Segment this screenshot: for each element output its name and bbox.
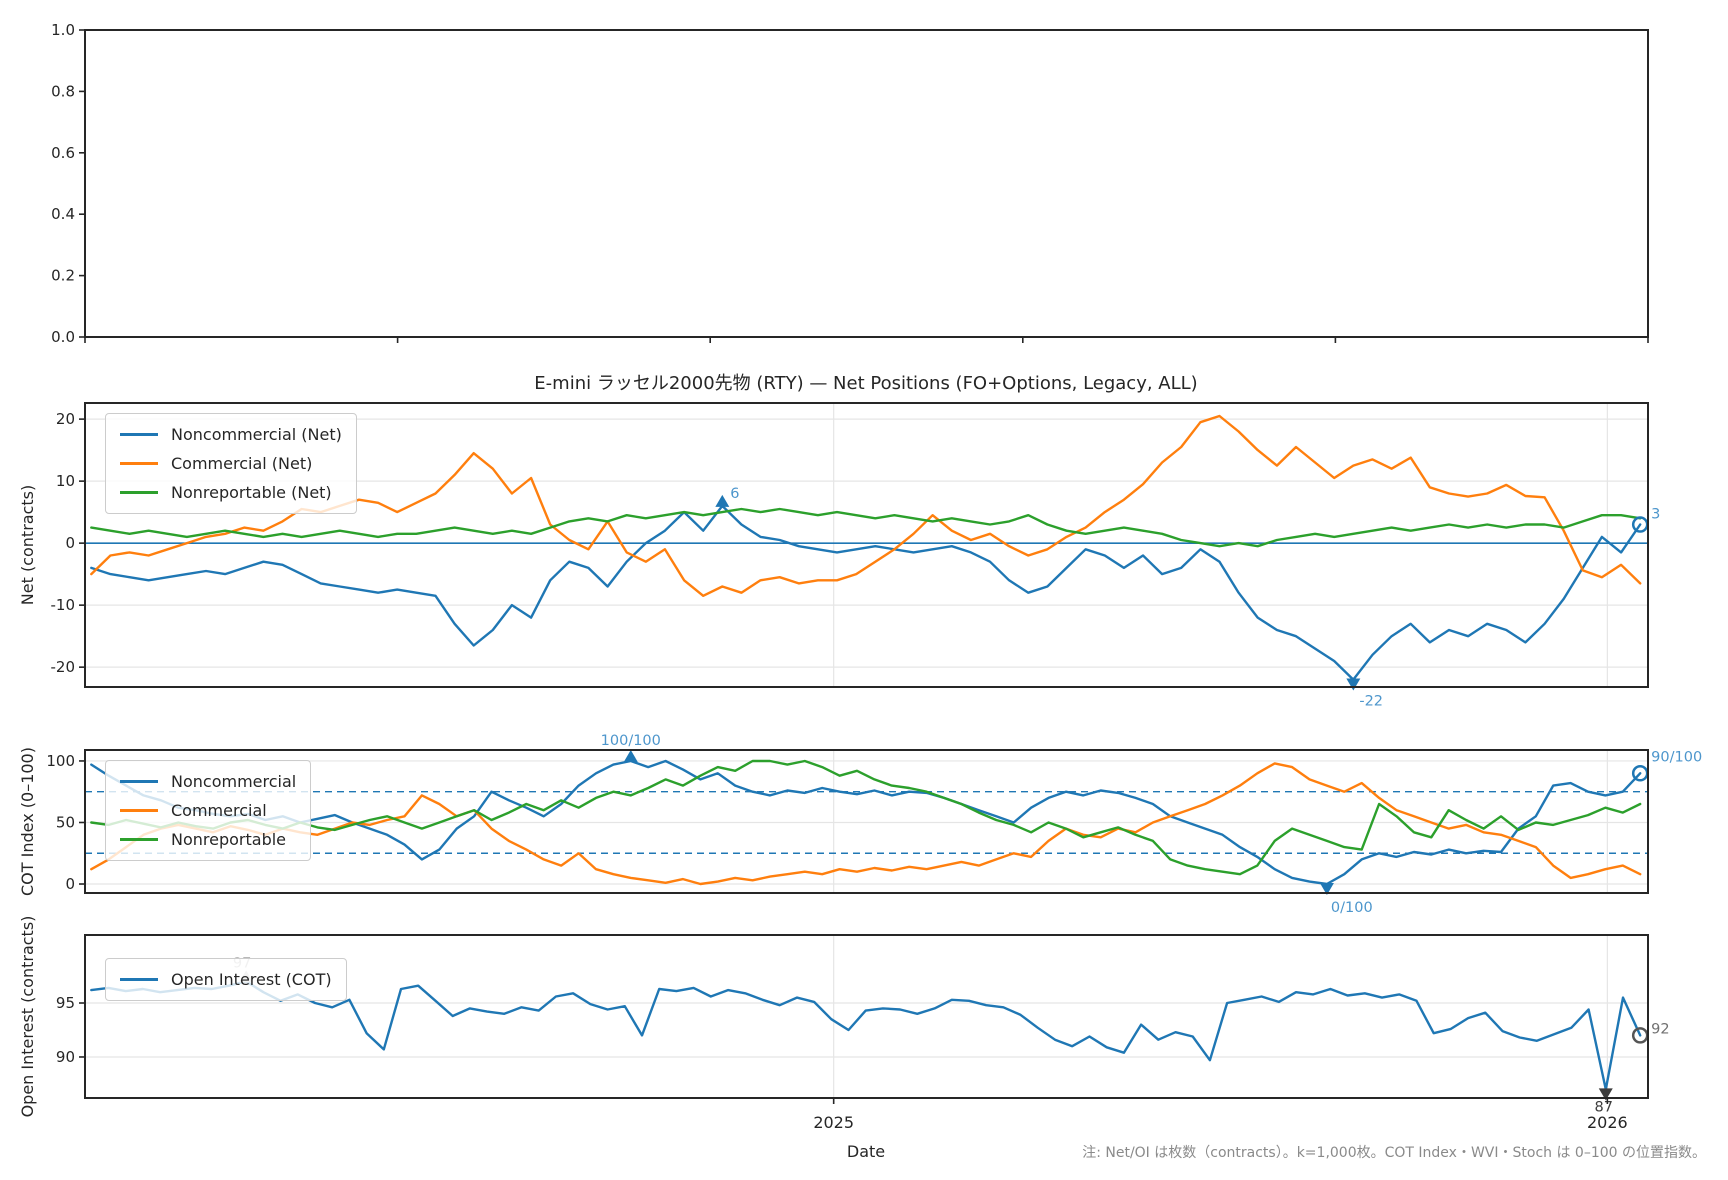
marker-down-87 [1598,1088,1613,1101]
series-line-nonreportable-net- [90,507,1642,548]
legend-item: Nonreportable [120,825,296,854]
x-tick-label: 2026 [1587,1113,1628,1132]
legend-item: Commercial (Net) [120,449,342,478]
y-tick-label: 1.0 [51,21,75,39]
annotation-6: 6 [730,486,739,502]
legend-net: Noncommercial (Net) Commercial (Net) Nonre… [105,413,357,514]
marker-down--22 [1346,678,1361,691]
y-tick-label: 10 [56,472,75,490]
legend-line-swatch [120,978,158,981]
series-line-nonreportable [90,759,1642,876]
legend-item: Open Interest (COT) [120,965,332,994]
y-tick-label: 0.2 [51,267,75,285]
y-tick-label: 0.6 [51,144,75,162]
legend-item-label: Nonreportable [171,830,287,849]
y-tick-label: 0 [65,534,75,552]
y-tick-label: 50 [56,813,75,831]
annotation--22: -22 [1359,694,1383,710]
y-axis-label: Net (contracts) [18,485,37,605]
panel-frame [84,934,1649,1099]
legend-item: Noncommercial [120,767,296,796]
legend-item: Noncommercial (Net) [120,420,342,449]
y-tick-label: 0 [65,875,75,893]
legend-line-swatch [120,809,158,812]
series-line-noncommercial [90,759,1642,886]
y-tick-label: 100 [46,752,75,770]
legend-item-label: Commercial [171,801,267,820]
annotation-0/100: 0/100 [1331,900,1373,916]
annotation-90/100: 90/100 [1651,749,1702,765]
marker-up-6 [715,494,730,507]
legend-item-label: Open Interest (COT) [171,970,332,989]
panel-frame [84,402,1649,688]
panel-frame [84,749,1649,894]
annotation-87: 87 [1595,1099,1613,1115]
annotation-100/100: 100/100 [601,733,661,749]
y-tick-label: 0.0 [51,328,75,346]
y-tick-label: -20 [51,658,76,676]
chart-title: E-mini ラッセル2000先物 (RTY) — Net Positions … [534,373,1198,394]
y-tick-label: 90 [56,1048,75,1066]
annotation-3: 3 [1651,507,1660,523]
footnote: 注: Net/OI は枚数（contracts）。k=1,000枚。COT In… [1082,1145,1706,1161]
series-line-noncommercial-net- [90,504,1642,681]
x-axis-label: Date [846,1142,886,1161]
y-tick-label: -10 [51,596,76,614]
series-line-open-interest-cot- [90,980,1642,1091]
series-line-commercial [90,762,1642,886]
panel-frame [84,29,1649,338]
y-axis-label: COT Index (0–100) [18,747,37,896]
legend-item-label: Commercial (Net) [171,454,313,473]
legend-open-interest: Open Interest (COT) [105,958,347,1001]
legend-item: Nonreportable (Net) [120,478,342,507]
y-axis-label: Open Interest (contracts) [18,916,37,1118]
y-tick-label: 0.4 [51,205,75,223]
annotation-92: 92 [1651,1021,1669,1037]
x-tick-label: 2025 [813,1113,854,1132]
legend-item: Commercial [120,796,296,825]
marker-up-100/100 [623,749,638,762]
legend-line-swatch [120,433,158,436]
y-tick-label: 95 [56,994,75,1012]
legend-line-swatch [120,491,158,494]
legend-line-swatch [120,780,158,783]
y-tick-label: 20 [56,410,75,428]
y-tick-label: 0.8 [51,82,75,100]
legend-line-swatch [120,838,158,841]
legend-cot-index: Noncommercial Commercial Nonreportable [105,760,312,861]
legend-line-swatch [120,462,158,465]
legend-item-label: Noncommercial [171,772,297,791]
legend-item-label: Noncommercial (Net) [171,425,342,444]
marker-down-0/100 [1319,883,1334,896]
legend-item-label: Nonreportable (Net) [171,483,332,502]
